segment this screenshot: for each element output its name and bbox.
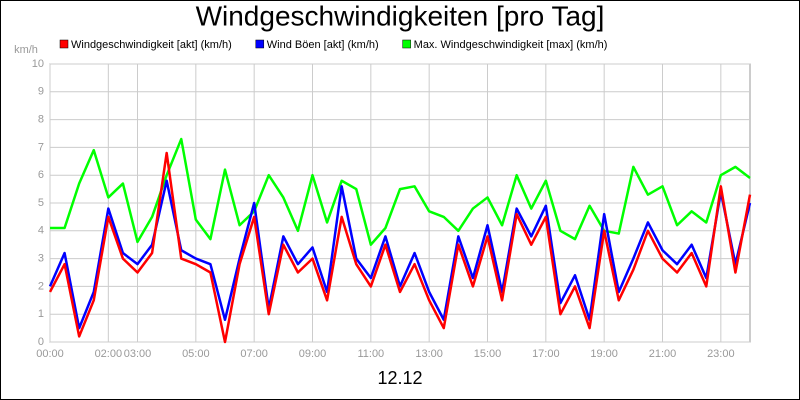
x-tick-label: 00:00 [36,348,64,360]
legend-swatch [59,39,69,49]
y-tick-label: 0 [38,336,44,348]
x-tick-label: 15:00 [474,348,502,360]
y-tick-label: 1 [38,308,44,320]
x-tick-label: 02:00 [95,348,123,360]
x-tick-label: 13:00 [415,348,443,360]
y-tick-label: 7 [38,141,44,153]
y-tick-label: 2 [38,280,44,292]
series-line [50,137,751,246]
x-tick-label: 07:00 [240,348,268,360]
y-tick-label: 5 [38,197,44,209]
x-tick-label: 03:00 [124,348,152,360]
x-tick-label: 17:00 [532,348,560,360]
y-tick-label: 3 [38,253,44,265]
x-tick-label: 21:00 [649,348,677,360]
chart-subtitle: 12.12 [377,368,422,388]
y-tick-label: 8 [38,114,44,126]
legend-swatch [255,39,265,49]
y-axis-label: km/h [14,44,38,56]
y-tick-label: 9 [38,86,44,98]
x-tick-label: 11:00 [357,348,384,360]
x-tick-label: 09:00 [299,348,327,360]
y-tick-label: 4 [38,225,44,237]
x-tick-label: 23:00 [707,348,735,360]
legend-swatch [402,39,411,49]
chart-title: Windgeschwindigkeiten [pro Tag] [196,0,605,31]
legend-label: Max. Windgeschwindigkeit [max] (km/h) [414,39,608,51]
legend-label: Wind Böen [akt] (km/h) [267,39,379,51]
y-tick-label: 6 [38,169,44,181]
x-tick-label: 19:00 [590,348,618,360]
series-line [48,179,752,330]
x-tick-label: 05:00 [182,348,210,360]
y-tick-label: 10 [32,58,44,70]
series-line [48,151,752,344]
legend-label: Windgeschwindigkeit [akt] (km/h) [71,39,232,51]
